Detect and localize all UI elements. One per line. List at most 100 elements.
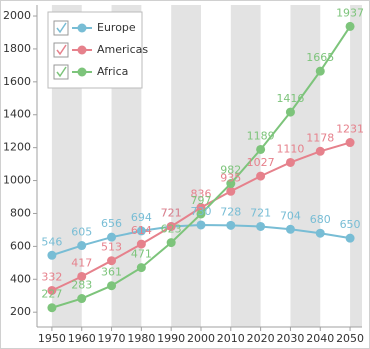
point [77,241,87,251]
point [345,233,355,243]
data-label: 1231 [336,123,364,136]
legend-item[interactable]: Americas [53,42,148,58]
point [77,294,87,304]
data-label: 227 [41,288,62,301]
legend-marker [77,23,87,33]
grid-stripe [350,5,362,327]
point [256,171,266,181]
legend-check [56,22,67,34]
data-label: 721 [250,206,271,219]
data-label: 1937 [336,6,364,19]
point [166,221,176,231]
legend-marker [77,67,87,77]
x-tick-label: 1980 [127,332,155,345]
legend-item[interactable]: Africa [53,64,128,80]
point [345,138,355,148]
legend-item[interactable]: Europe [53,20,136,36]
point [226,179,236,189]
point [136,239,146,249]
legend-label: Europe [97,21,136,34]
data-label: 935 [220,171,241,184]
data-label: 797 [190,194,211,207]
data-label: 283 [71,279,92,292]
point [107,232,117,242]
grid-stripe [290,5,321,327]
point [107,281,117,291]
data-label: 694 [131,211,152,224]
y-tick-label: 600 [10,239,31,252]
point [285,107,295,117]
point [226,186,236,196]
x-tick-label: 2000 [187,332,215,345]
y-tick-label: 1400 [3,108,31,121]
x-tick-label: 1960 [68,332,96,345]
data-label: 721 [161,206,182,219]
data-label: 513 [101,241,122,254]
point [285,224,295,234]
y-tick-label: 200 [10,305,31,318]
data-label: 332 [41,270,62,283]
data-label: 1189 [247,129,275,142]
point [345,21,355,31]
x-tick-label: 1990 [157,332,185,345]
y-tick-label: 400 [10,272,31,285]
data-label: 650 [340,218,361,231]
grid-stripe [171,5,201,327]
point [136,263,146,273]
x-tick-label: 1970 [98,332,126,345]
legend-check [56,44,67,56]
data-label: 982 [220,164,241,177]
y-tick-label: 800 [10,206,31,219]
point [315,66,325,76]
point [256,144,266,154]
legend-label: Africa [97,65,128,78]
point [166,238,176,248]
data-label: 623 [161,223,182,236]
legend-marker [77,45,87,55]
point [315,146,325,156]
data-label: 721 [161,206,182,219]
y-tick-label: 1600 [3,75,31,88]
data-label: 1665 [306,51,334,64]
point [136,226,146,236]
x-tick-label: 2020 [247,332,275,345]
data-label: 704 [280,209,301,222]
x-tick-label: 2010 [217,332,245,345]
point [47,250,57,260]
data-label: 417 [71,256,92,269]
data-label: 361 [101,266,122,279]
data-label: 680 [310,213,331,226]
point [256,221,266,231]
x-tick-label: 2030 [276,332,304,345]
y-tick-label: 1200 [3,141,31,154]
data-label: 471 [131,248,152,261]
legend-label: Americas [97,43,148,56]
data-label: 1027 [247,156,275,169]
data-label: 836 [190,188,211,201]
legend-check [56,66,67,78]
point [107,256,117,266]
point [196,209,206,219]
point [315,228,325,238]
x-tick-label: 1950 [38,332,66,345]
point [47,303,57,313]
point [47,285,57,295]
point [196,203,206,213]
data-label: 1178 [306,131,334,144]
data-label: 1110 [276,142,304,155]
point [285,157,295,167]
point [196,220,206,230]
y-tick-label: 1800 [3,42,31,55]
y-tick-label: 1000 [3,174,31,187]
x-tick-label: 2050 [336,332,364,345]
data-label: 730 [190,205,211,218]
data-label: 656 [101,217,122,230]
data-label: 546 [41,235,62,248]
data-label: 728 [220,205,241,218]
point [226,220,236,230]
y-tick-label: 2000 [3,9,31,22]
data-label: 605 [71,226,92,239]
point [77,271,87,281]
x-tick-label: 2040 [306,332,334,345]
